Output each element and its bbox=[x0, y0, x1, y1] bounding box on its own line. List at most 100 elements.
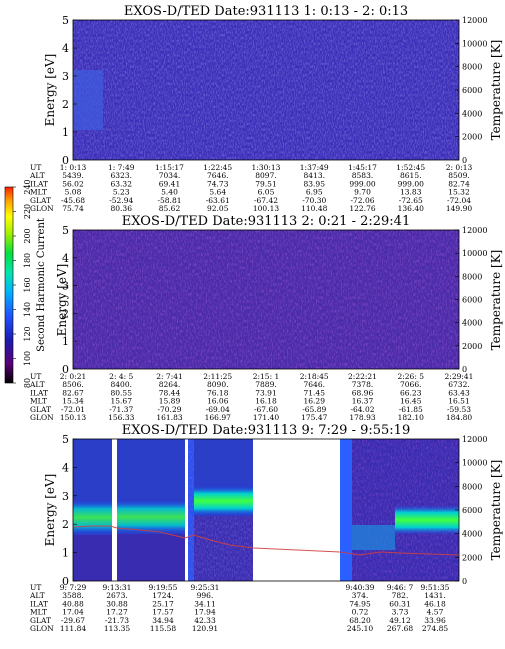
ephemeris-cell-ilat: 71.45 bbox=[304, 388, 326, 397]
ephemeris-cell-glat: -58.81 bbox=[157, 196, 181, 205]
ephemeris-cell-alt: 374. bbox=[352, 591, 369, 600]
colorbar-tick-label: 180 bbox=[23, 253, 32, 268]
ephemeris-cell-glat: 42.33 bbox=[194, 616, 216, 625]
y2-tick-label: 0 bbox=[462, 156, 467, 165]
ephemeris-cell-mlt: 4.57 bbox=[427, 608, 444, 617]
ephemeris-cell-glon: 92.05 bbox=[207, 204, 229, 213]
ephemeris-cell-mlt: 3.73 bbox=[392, 608, 409, 617]
ephemeris-cell-mlt: 5.08 bbox=[65, 188, 82, 197]
y2-tick-label: 4000 bbox=[462, 530, 482, 539]
ephemeris-cell-alt: 8509. bbox=[448, 171, 469, 180]
ephemeris-cell-mlt: 9.70 bbox=[354, 188, 371, 197]
y-tick-label: 4 bbox=[62, 461, 69, 474]
colorbar-tick-label: 220 bbox=[23, 204, 32, 219]
y-tick-label: 3 bbox=[62, 70, 69, 83]
ephemeris-cell-glon: 171.40 bbox=[253, 413, 279, 422]
ephemeris-row-label: GLON bbox=[30, 624, 54, 633]
ephemeris-cell-ilat: 63.32 bbox=[111, 179, 133, 188]
ephemeris-cell-alt: 8090. bbox=[207, 380, 228, 389]
panel-3-title: EXOS-D/TED Date:931113 9: 7:29 - 9:55:19 bbox=[122, 423, 410, 438]
ephemeris-cell-ilat: 80.55 bbox=[111, 388, 133, 397]
y2-tick-label: 2000 bbox=[462, 342, 482, 351]
ephemeris-cell-glat: 68.20 bbox=[349, 616, 371, 625]
ephemeris-cell-alt: 8506. bbox=[62, 380, 83, 389]
ephemeris-cell-ilat: 30.88 bbox=[106, 599, 128, 608]
y2-tick-label: 2000 bbox=[462, 553, 482, 562]
colorbar-tick-label: 200 bbox=[23, 228, 32, 243]
y2-tick-label: 12000 bbox=[462, 16, 487, 25]
ephemeris-cell-glat: -72.65 bbox=[399, 196, 423, 205]
ephemeris-cell-glon: 85.62 bbox=[159, 204, 181, 213]
ephemeris-cell-glon: 267.68 bbox=[387, 624, 413, 633]
ephemeris-cell-mlt: 5.40 bbox=[161, 188, 178, 197]
ephemeris-cell-glat: -63.61 bbox=[206, 196, 230, 205]
ephemeris-cell-glat: -72.06 bbox=[350, 196, 374, 205]
ephemeris-cell-ilat: 56.02 bbox=[62, 179, 84, 188]
colorbar-tick-label: 80 bbox=[23, 378, 32, 388]
ephemeris-cell-ilat: 999.00 bbox=[398, 179, 424, 188]
ephemeris-row-label: MLT bbox=[30, 397, 47, 406]
panel-1-y2label: Temperature [K] bbox=[489, 40, 503, 141]
ephemeris-cell-ilat: 60.31 bbox=[389, 599, 410, 608]
ephemeris-cell-ut: 9:19:55 bbox=[149, 583, 178, 592]
ephemeris-cell-alt: 996. bbox=[197, 591, 214, 600]
ephemeris-cell-alt: 1724. bbox=[152, 591, 173, 600]
ephemeris-cell-glat: -71.37 bbox=[109, 405, 133, 414]
ephemeris-cell-alt: 3588. bbox=[62, 591, 83, 600]
ephemeris-cell-glat: -70.29 bbox=[157, 405, 181, 414]
y-tick-label: 4 bbox=[62, 252, 69, 265]
y2-tick-label: 12000 bbox=[462, 226, 487, 235]
ephemeris-cell-ut: 9: 7:29 bbox=[60, 583, 87, 592]
ephemeris-cell-glat: -52.94 bbox=[109, 196, 133, 205]
y2-tick-label: 12000 bbox=[462, 435, 487, 444]
ephemeris-cell-glat: -70.30 bbox=[302, 196, 326, 205]
ephemeris-cell-alt: 6732. bbox=[448, 380, 469, 389]
ephemeris-cell-alt: 782. bbox=[392, 591, 409, 600]
ephemeris-cell-ut: 1: 7:49 bbox=[108, 163, 135, 172]
ephemeris-cell-glon: 161.83 bbox=[156, 413, 182, 422]
y-tick-label: 5 bbox=[62, 14, 69, 27]
ephemeris-cell-alt: 8413. bbox=[304, 171, 325, 180]
ephemeris-cell-ut: 1: 0:13 bbox=[60, 163, 87, 172]
panel-1-noise bbox=[73, 20, 459, 160]
ephemeris-cell-ilat: 34.11 bbox=[194, 599, 215, 608]
ephemeris-cell-ilat: 82.74 bbox=[448, 179, 470, 188]
y2-tick-label: 8000 bbox=[462, 63, 482, 72]
ephemeris-cell-alt: 7034. bbox=[159, 171, 180, 180]
ephemeris-cell-glat: -72.01 bbox=[61, 405, 85, 414]
ephemeris-cell-glat: -65.89 bbox=[302, 405, 326, 414]
y2-tick-label: 10000 bbox=[462, 249, 487, 258]
ephemeris-cell-ilat: 40.88 bbox=[62, 599, 84, 608]
panel-3-y-ticks: 0 1 2 3 4 5 0 2000 4000 6000 8000 10000 12000 bbox=[62, 433, 487, 588]
ephemeris-cell-ut: 9:46: 7 bbox=[387, 583, 414, 592]
ephemeris-cell-ut: 2: 0:21 bbox=[60, 372, 87, 381]
ephemeris-cell-glat: -67.42 bbox=[254, 196, 278, 205]
y-tick-label: 0 bbox=[62, 575, 69, 588]
ephemeris-cell-glon: 166.97 bbox=[205, 413, 231, 422]
colorbar-label: Second Harmonic Current bbox=[36, 218, 47, 352]
ephemeris-cell-alt: 7646. bbox=[207, 171, 228, 180]
ephemeris-cell-ut: 2:11:25 bbox=[203, 372, 232, 381]
y-tick-label: 5 bbox=[62, 224, 69, 237]
ephemeris-cell-ilat: 78.44 bbox=[159, 388, 181, 397]
y-tick-label: 2 bbox=[62, 518, 69, 531]
panel-2: EXOS-D/TED Date:931113 2: 0:21 - 2:29:41… bbox=[29, 214, 503, 422]
ephemeris-cell-mlt: 17.94 bbox=[194, 608, 216, 617]
y-tick-label: 3 bbox=[62, 490, 69, 503]
ephemeris-cell-alt: 5439. bbox=[62, 171, 83, 180]
ephemeris-cell-ut: 1:30:13 bbox=[252, 163, 281, 172]
ephemeris-cell-ut: 1:15:17 bbox=[155, 163, 184, 172]
ephemeris-cell-ut: 2:26: 5 bbox=[397, 372, 424, 381]
panel-1-title: EXOS-D/TED Date:931113 1: 0:13 - 2: 0:13 bbox=[124, 4, 408, 19]
panel-3-segment-1 bbox=[73, 439, 112, 581]
panel-2-y2label: Temperature [K] bbox=[489, 250, 503, 351]
ephemeris-cell-glon: 149.90 bbox=[446, 204, 472, 213]
ephemeris-cell-mlt: 16.29 bbox=[304, 397, 326, 406]
ephemeris-row-label: UT bbox=[30, 583, 41, 592]
ephemeris-cell-mlt: 16.51 bbox=[448, 397, 469, 406]
panel-3: EXOS-D/TED Date:931113 9: 7:29 - 9:55:19 bbox=[29, 423, 503, 633]
ephemeris-cell-glon: 175.47 bbox=[301, 413, 327, 422]
ephemeris-cell-glon: 120.91 bbox=[192, 624, 218, 633]
ephemeris-cell-glon: 182.10 bbox=[398, 413, 424, 422]
ephemeris-cell-alt: 8615. bbox=[400, 171, 421, 180]
